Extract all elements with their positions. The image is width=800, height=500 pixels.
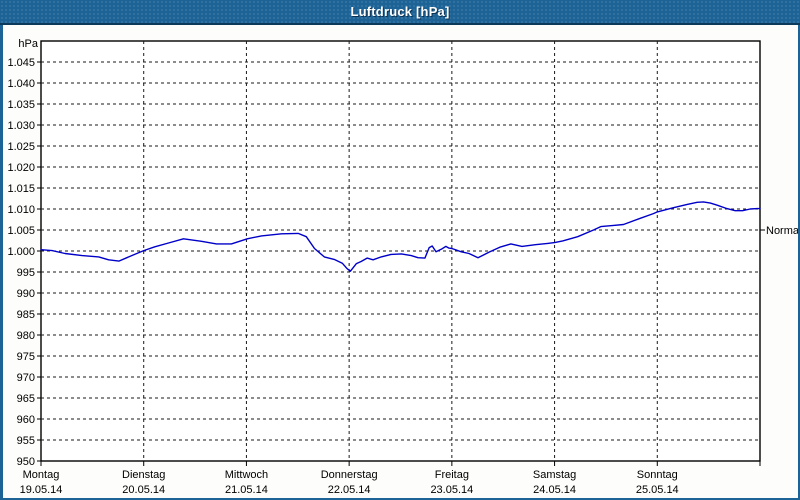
x-axis-day-label: Samstag [533, 469, 576, 481]
y-axis-label: 955 [17, 435, 35, 447]
x-axis-date-label: 19.05.14 [20, 484, 63, 496]
y-axis-label: 980 [17, 330, 35, 342]
y-axis-label: 975 [17, 351, 35, 363]
y-axis-label: 985 [17, 309, 35, 321]
normal-label: Normal [766, 225, 798, 237]
y-axis-label: 1.025 [7, 141, 35, 153]
window-title: Luftdruck [hPa] [350, 4, 450, 19]
y-axis-label: 960 [17, 414, 35, 426]
x-axis-day-label: Donnerstag [321, 469, 378, 481]
x-axis-date-label: 24.05.14 [533, 484, 576, 496]
x-axis-date-label: 23.05.14 [430, 484, 473, 496]
y-axis-unit-label: hPa [18, 38, 38, 50]
y-axis-label: 1.000 [7, 246, 35, 258]
y-axis-label: 1.015 [7, 183, 35, 195]
x-axis-day-label: Sonntag [637, 469, 678, 481]
y-axis-label: 1.020 [7, 162, 35, 174]
x-axis-day-label: Freitag [435, 469, 469, 481]
y-axis-label: 990 [17, 288, 35, 300]
x-axis-day-label: Montag [23, 469, 60, 481]
pressure-line [40, 201, 761, 272]
x-axis-day-label: Dienstag [122, 469, 165, 481]
y-axis-label: 1.040 [7, 78, 35, 90]
x-axis-date-label: 25.05.14 [636, 484, 679, 496]
y-axis-label: 950 [17, 456, 35, 468]
x-axis-date-label: 22.05.14 [328, 484, 371, 496]
y-axis-label: 995 [17, 267, 35, 279]
y-axis-label: 1.005 [7, 225, 35, 237]
x-axis-date-label: 20.05.14 [122, 484, 165, 496]
x-axis-day-label: Mittwoch [225, 469, 268, 481]
y-axis-label: 1.030 [7, 120, 35, 132]
y-axis-label: 1.035 [7, 99, 35, 111]
y-axis-label: 970 [17, 372, 35, 384]
y-axis-label: 1.045 [7, 57, 35, 69]
y-axis-label: 1.010 [7, 204, 35, 216]
plot-area [40, 40, 761, 462]
titlebar[interactable]: Luftdruck [hPa] [0, 0, 800, 25]
x-axis-date-label: 21.05.14 [225, 484, 268, 496]
y-axis-label: 965 [17, 393, 35, 405]
pressure-chart: 1.045 1.040 1.035 1.030 1.025 1.020 1.015 1.010… [7, 38, 798, 496]
chart-content: 1.045 1.040 1.035 1.030 1.025 1.020 1.015 1.010… [3, 25, 798, 498]
